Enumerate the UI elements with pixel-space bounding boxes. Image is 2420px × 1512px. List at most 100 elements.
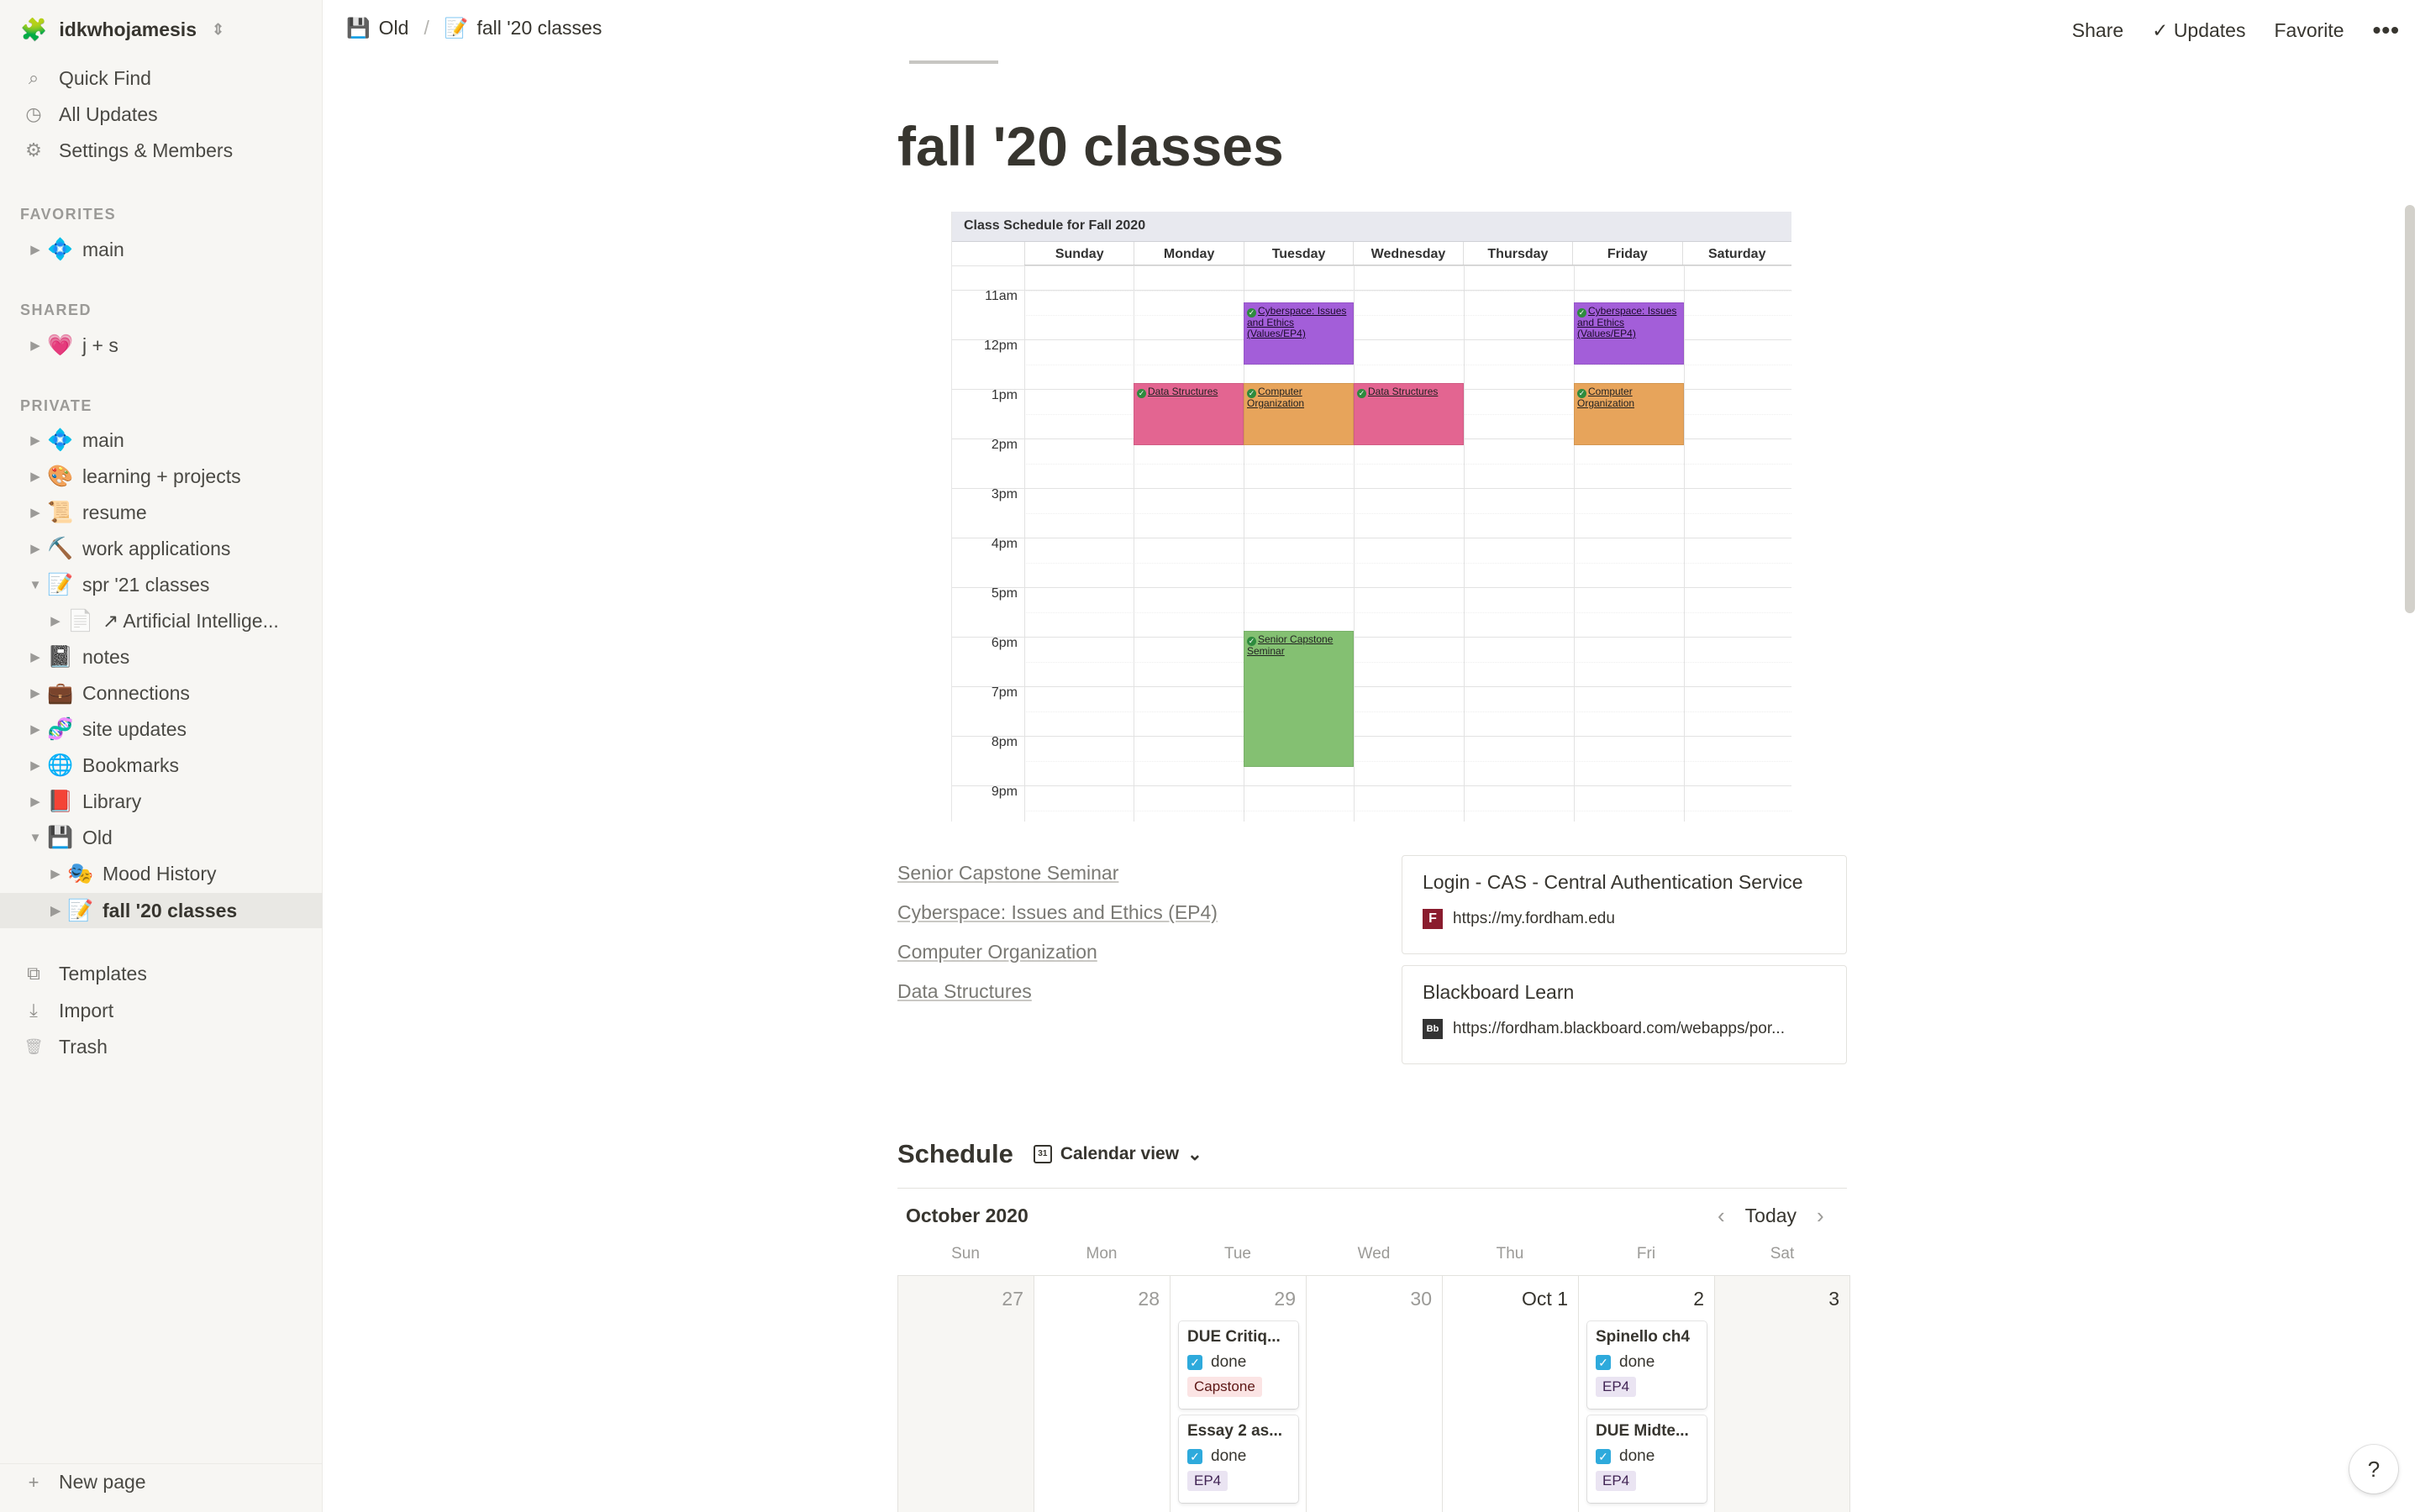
collapse-triangle-icon[interactable]: ▼ bbox=[29, 830, 42, 845]
sidebar-label: Trash bbox=[59, 1035, 108, 1058]
link-data-structures[interactable]: Data Structures bbox=[897, 980, 1032, 1002]
sidebar-item-j-s[interactable]: ▶ 💗 j + s bbox=[0, 328, 323, 363]
calendar-card[interactable]: Spinello ch4 ✓ done EP4 bbox=[1587, 1321, 1707, 1409]
checkbox-checked-icon[interactable]: ✓ bbox=[1596, 1355, 1611, 1370]
checkbox-checked-icon[interactable]: ✓ bbox=[1187, 1449, 1202, 1464]
class-schedule-image[interactable]: Class Schedule for Fall 2020 Sunday Mond… bbox=[951, 212, 1791, 822]
hour-row: 5pm bbox=[952, 586, 1791, 637]
day-divider bbox=[1024, 265, 1025, 822]
expand-triangle-icon[interactable]: ▶ bbox=[30, 722, 40, 737]
sidebar-item-notes[interactable]: ▶ 📓 notes bbox=[0, 639, 323, 675]
view-switcher[interactable]: 31 Calendar view ⌄ bbox=[1033, 1144, 1202, 1165]
sidebar-item-mood-history[interactable]: ▶ 🎭 Mood History bbox=[0, 856, 323, 891]
hour-label: 7pm bbox=[991, 685, 1018, 700]
calendar-card[interactable]: DUE Critiq... ✓ done Capstone bbox=[1179, 1321, 1298, 1409]
sidebar-item-connections[interactable]: ▶ 💼 Connections bbox=[0, 675, 323, 711]
calendar-day[interactable]: 30 bbox=[1306, 1275, 1442, 1512]
sidebar-item-old[interactable]: ▼ 💾 Old bbox=[0, 820, 323, 855]
calendar-card[interactable]: DUE Midte... ✓ done EP4 bbox=[1587, 1415, 1707, 1503]
link-cyberspace[interactable]: Cyberspace: Issues and Ethics (EP4) bbox=[897, 901, 1218, 923]
checkbox-checked-icon[interactable]: ✓ bbox=[1596, 1449, 1611, 1464]
expand-triangle-icon[interactable]: ▶ bbox=[50, 614, 60, 628]
expand-triangle-icon[interactable]: ▶ bbox=[30, 795, 40, 809]
page-title[interactable]: fall '20 classes bbox=[897, 115, 1284, 177]
collapse-triangle-icon[interactable]: ▼ bbox=[29, 577, 42, 592]
more-options-button[interactable]: ••• bbox=[2372, 17, 2400, 43]
checkbox-checked-icon[interactable]: ✓ bbox=[1187, 1355, 1202, 1370]
card-title: Spinello ch4 bbox=[1596, 1328, 1690, 1346]
weekday-label: Mon bbox=[1086, 1245, 1118, 1263]
sidebar-label: All Updates bbox=[59, 102, 158, 125]
breadcrumb-parent[interactable]: Old bbox=[378, 17, 409, 39]
updates-button[interactable]: ✓ Updates bbox=[2152, 19, 2245, 42]
sidebar-settings[interactable]: ⚙ Settings & Members bbox=[0, 133, 323, 168]
sidebar-templates[interactable]: ⧉ Templates bbox=[0, 956, 323, 991]
expand-triangle-icon[interactable]: ▶ bbox=[30, 433, 40, 448]
breadcrumb-current[interactable]: fall '20 classes bbox=[476, 17, 602, 39]
sidebar-item-artificial-intelligence[interactable]: ▶ 📄 ↗ Artificial Intellige... bbox=[0, 603, 323, 638]
new-page-button[interactable]: + New page bbox=[0, 1463, 323, 1500]
sidebar-item-main[interactable]: ▶ 💠 main bbox=[0, 423, 323, 458]
expand-triangle-icon[interactable]: ▶ bbox=[30, 243, 40, 257]
sidebar-all-updates[interactable]: ◷ All Updates bbox=[0, 97, 323, 132]
bookmark-fordham-cas[interactable]: Login - CAS - Central Authentication Ser… bbox=[1402, 855, 1847, 954]
sidebar-item-label: site updates bbox=[82, 717, 187, 740]
sidebar-trash[interactable]: 🗑 Trash bbox=[0, 1029, 323, 1064]
expand-triangle-icon[interactable]: ▶ bbox=[30, 650, 40, 664]
expand-triangle-icon[interactable]: ▶ bbox=[30, 686, 40, 701]
day-header: Sunday bbox=[1024, 242, 1134, 265]
day-header: Tuesday bbox=[1243, 242, 1353, 265]
page-emoji-icon: 🎭 bbox=[67, 861, 94, 885]
calendar-day[interactable]: 28 bbox=[1034, 1275, 1170, 1512]
expand-triangle-icon[interactable]: ▶ bbox=[30, 506, 40, 520]
expand-triangle-icon[interactable]: ▶ bbox=[50, 867, 60, 881]
today-button[interactable]: Today bbox=[1744, 1205, 1797, 1226]
page-emoji-icon: 🎨 bbox=[47, 464, 74, 488]
templates-icon: ⧉ bbox=[27, 963, 40, 984]
bookmark-blackboard[interactable]: Blackboard Learn Bb https://fordham.black… bbox=[1402, 965, 1847, 1064]
card-tag: EP4 bbox=[1187, 1471, 1228, 1491]
sidebar-quick-find[interactable]: ⌕ Quick Find bbox=[0, 60, 323, 96]
sidebar-item-work-applications[interactable]: ▶ ⛏️ work applications bbox=[0, 531, 323, 566]
sidebar-item-fall-20-classes[interactable]: ▶ 📝 fall '20 classes bbox=[0, 893, 323, 928]
hour-label: 2pm bbox=[991, 438, 1018, 452]
expand-triangle-icon[interactable]: ▶ bbox=[30, 542, 40, 556]
chevron-right-icon[interactable]: › bbox=[1817, 1203, 1824, 1228]
sidebar-import[interactable]: ⤓ Import bbox=[0, 993, 323, 1028]
day-number: 28 bbox=[1138, 1288, 1160, 1310]
hour-label: 1pm bbox=[991, 388, 1018, 402]
calendar-day[interactable]: 27 bbox=[897, 1275, 1034, 1512]
calendar-card[interactable]: Essay 2 as... ✓ done EP4 bbox=[1179, 1415, 1298, 1503]
breadcrumb: 💾 Old / 📝 fall '20 classes bbox=[346, 17, 602, 39]
expand-triangle-icon[interactable]: ▶ bbox=[30, 470, 40, 484]
sidebar-item-learning-projects[interactable]: ▶ 🎨 learning + projects bbox=[0, 459, 323, 494]
sidebar-item-main-favorite[interactable]: ▶ 💠 main bbox=[0, 232, 323, 267]
sidebar-item-spr-21-classes[interactable]: ▼ 📝 spr '21 classes bbox=[0, 567, 323, 602]
cover-edge bbox=[909, 60, 998, 64]
chevron-left-icon[interactable]: ‹ bbox=[1718, 1203, 1725, 1228]
sidebar-item-library[interactable]: ▶ 📕 Library bbox=[0, 784, 323, 819]
workspace-switcher[interactable]: 🧩 idkwhojamesis ⇕ bbox=[20, 17, 224, 43]
calendar-day[interactable]: 2 Spinello ch4 ✓ done EP4 DUE Midte... ✓ d… bbox=[1578, 1275, 1714, 1512]
expand-triangle-icon[interactable]: ▶ bbox=[30, 339, 40, 353]
sidebar-item-resume[interactable]: ▶ 📜 resume bbox=[0, 495, 323, 530]
scrollbar-thumb[interactable] bbox=[2405, 205, 2415, 613]
calendar-title[interactable]: Schedule bbox=[897, 1139, 1013, 1168]
expand-triangle-icon[interactable]: ▶ bbox=[30, 759, 40, 773]
expand-triangle-icon[interactable]: ▶ bbox=[50, 904, 60, 918]
favorite-button[interactable]: Favorite bbox=[2274, 18, 2344, 41]
calendar-day[interactable]: Oct 1 bbox=[1442, 1275, 1578, 1512]
sidebar-item-bookmarks[interactable]: ▶ 🌐 Bookmarks bbox=[0, 748, 323, 783]
calendar-day[interactable]: 3 bbox=[1714, 1275, 1850, 1512]
share-button[interactable]: Share bbox=[2071, 18, 2124, 41]
link-computer-organization[interactable]: Computer Organization bbox=[897, 941, 1097, 963]
calendar-day[interactable]: 29 DUE Critiq... ✓ done Capstone Essay 2 … bbox=[1170, 1275, 1306, 1512]
breadcrumb-parent-icon: 💾 bbox=[346, 17, 371, 39]
event-cyberspace-fri: ✓ Cyberspace: Issues and Ethics (Values/E… bbox=[1574, 302, 1684, 365]
help-button[interactable]: ? bbox=[2349, 1445, 2398, 1494]
sidebar-item-site-updates[interactable]: ▶ 🧬 site updates bbox=[0, 711, 323, 747]
link-senior-capstone[interactable]: Senior Capstone Seminar bbox=[897, 862, 1119, 884]
weekday-label: Fri bbox=[1636, 1245, 1656, 1263]
hour-row bbox=[952, 265, 1791, 315]
page-doc-icon: 📄 bbox=[67, 608, 94, 633]
